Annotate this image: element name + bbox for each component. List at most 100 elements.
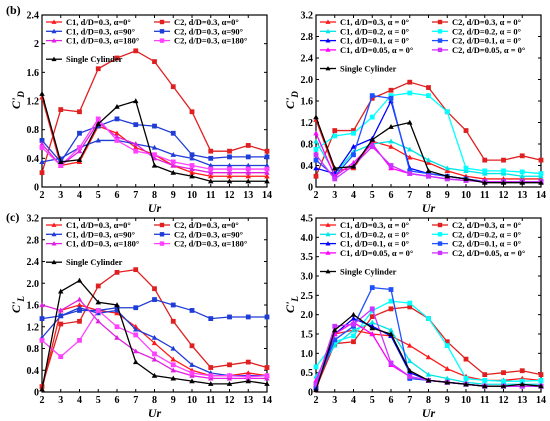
data-point bbox=[500, 383, 507, 389]
data-point bbox=[170, 302, 176, 308]
data-point bbox=[133, 267, 139, 273]
data-point bbox=[444, 339, 450, 345]
data-point bbox=[226, 178, 233, 184]
data-point bbox=[538, 157, 544, 163]
legend-swatch-marker bbox=[51, 19, 57, 24]
chart-lift-coefficient-alpha: 2 3 4 5 6 7 8 9 10 11 12 13 14 0 0.4 0.8 1.2 1.6 2.0 2.4 2.8… bbox=[9, 214, 272, 421]
legend-label: C1, d/D=0.3, α = 0° bbox=[340, 17, 409, 27]
legend-swatch-marker bbox=[325, 250, 331, 255]
data-point bbox=[170, 84, 176, 90]
data-point bbox=[39, 316, 45, 321]
data-point bbox=[444, 173, 451, 179]
data-point bbox=[114, 334, 120, 340]
legend-label: Single Cylinder bbox=[340, 267, 397, 277]
x-axis-title: Ur bbox=[422, 406, 436, 420]
data-point bbox=[95, 283, 101, 289]
x-tick-label: 6 bbox=[389, 395, 394, 406]
data-point bbox=[114, 130, 120, 136]
legend: C1, d/D=0.3, α = 0° C2, d/D=0.3, α = 0° C1… bbox=[320, 220, 525, 277]
data-point bbox=[207, 173, 214, 179]
data-point bbox=[170, 356, 177, 362]
data-point bbox=[331, 342, 338, 348]
y-tick-label: 0 bbox=[308, 183, 313, 194]
data-point bbox=[519, 381, 526, 387]
data-point bbox=[406, 358, 413, 364]
data-point bbox=[170, 130, 176, 136]
data-point bbox=[264, 162, 270, 168]
data-point bbox=[426, 93, 431, 99]
legend-swatch-marker bbox=[325, 65, 331, 71]
series-c2-d-d-0-3-0 bbox=[39, 267, 270, 389]
data-point bbox=[133, 148, 139, 154]
data-point bbox=[95, 318, 102, 324]
data-point bbox=[58, 163, 64, 168]
data-point bbox=[501, 168, 506, 174]
x-tick-label: 11 bbox=[480, 395, 489, 406]
legend-label: C1, d/D=0.3, α=90° bbox=[66, 26, 135, 36]
data-point bbox=[227, 362, 232, 368]
data-point bbox=[245, 166, 251, 172]
data-point bbox=[482, 157, 488, 163]
x-tick-label: 14 bbox=[536, 395, 546, 406]
legend-swatch-marker bbox=[437, 38, 443, 43]
data-point bbox=[482, 378, 488, 383]
data-point bbox=[264, 173, 270, 179]
y-tick-label: 1.6 bbox=[27, 68, 40, 79]
data-point bbox=[189, 166, 195, 172]
data-point bbox=[350, 163, 357, 169]
data-point bbox=[313, 381, 319, 387]
data-point bbox=[189, 109, 195, 115]
data-point bbox=[151, 162, 158, 168]
data-point bbox=[519, 368, 525, 374]
x-tick-label: 9 bbox=[171, 190, 176, 201]
data-point bbox=[39, 302, 45, 308]
x-axis-title: Ur bbox=[148, 406, 162, 420]
data-point bbox=[208, 148, 214, 154]
data-point bbox=[189, 370, 195, 376]
legend: C1, d/D=0.3, α=0° C2, d/D=0.3, α=0° C1, d/… bbox=[46, 220, 247, 267]
data-point bbox=[114, 103, 120, 109]
data-point bbox=[425, 371, 432, 377]
y-tick-label: 1.5 bbox=[301, 330, 314, 341]
legend-label: Single Cylinder bbox=[66, 257, 123, 267]
x-tick-label: 14 bbox=[536, 190, 546, 201]
x-axis-title: Ur bbox=[148, 201, 162, 215]
data-point bbox=[245, 314, 251, 320]
data-point bbox=[151, 340, 158, 346]
data-point bbox=[406, 146, 413, 152]
legend-swatch-marker bbox=[51, 241, 57, 246]
x-tick-label: 5 bbox=[96, 395, 101, 406]
x-tick-label: 10 bbox=[461, 395, 471, 406]
data-point bbox=[482, 168, 488, 174]
x-tick-label: 7 bbox=[407, 190, 412, 201]
series-single-cylinder bbox=[39, 91, 270, 184]
y-tick-label: 3.2 bbox=[27, 214, 40, 225]
data-point bbox=[313, 364, 319, 370]
data-point bbox=[207, 178, 214, 184]
data-point bbox=[39, 91, 45, 96]
x-tick-label: 4 bbox=[351, 190, 356, 201]
data-point bbox=[151, 334, 158, 340]
data-point bbox=[388, 360, 394, 366]
x-tick-label: 11 bbox=[206, 190, 215, 201]
x-tick-label: 3 bbox=[58, 395, 63, 406]
legend-label: C1, d/D=0.05, α = 0° bbox=[340, 45, 413, 55]
data-point bbox=[208, 373, 214, 379]
data-point bbox=[406, 367, 413, 373]
y-tick-label: 0.5 bbox=[301, 368, 314, 379]
data-point bbox=[519, 169, 525, 175]
y-axis-title-main: C' bbox=[9, 301, 23, 313]
legend: C1, d/D=0.3, α=0° C2, d/D=0.3, α=0° C1, d/… bbox=[46, 17, 247, 64]
data-point bbox=[538, 179, 544, 185]
series-single-cylinder bbox=[313, 114, 544, 185]
data-point bbox=[226, 162, 233, 168]
data-point bbox=[425, 157, 432, 163]
data-point bbox=[77, 308, 82, 313]
series-c2-d-d-0-3-180 bbox=[39, 308, 270, 380]
data-point bbox=[407, 90, 413, 96]
y-tick-label: 2.8 bbox=[301, 32, 314, 43]
data-point bbox=[152, 351, 157, 357]
x-tick-label: 11 bbox=[480, 190, 489, 201]
chart-drag-coefficient-alpha: 2 3 4 5 6 7 8 9 10 11 12 13 14 0 0.4 0.8 1.2 1.6 2 2.4 Ur C'D… bbox=[9, 11, 272, 216]
legend-swatch-marker bbox=[325, 19, 331, 24]
